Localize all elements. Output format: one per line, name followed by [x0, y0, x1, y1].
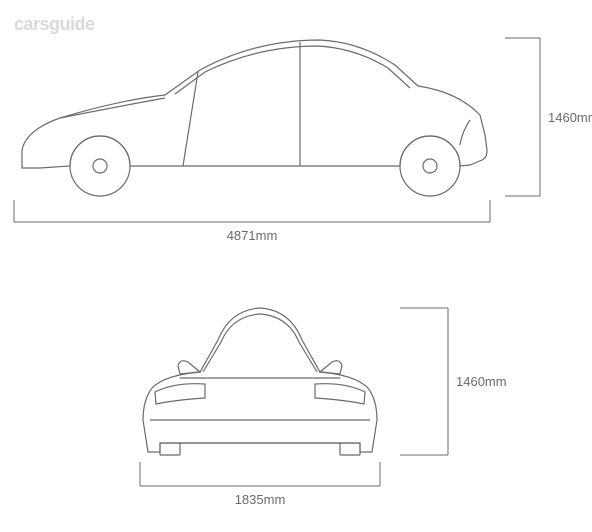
side-front-wheel-hub [93, 159, 107, 173]
side-length-dimension: 4871mm [14, 200, 490, 243]
side-view-car [22, 40, 487, 196]
front-width-dimension: 1835mm [140, 462, 380, 507]
side-height-dimension: 1460mm [505, 38, 592, 196]
front-mirror-right [320, 361, 342, 374]
side-rear-wheel [400, 136, 460, 196]
front-headlight-left [155, 384, 205, 404]
front-height-dimension: 1460mm [400, 308, 507, 455]
front-body-outline [143, 308, 377, 452]
side-body-outline [22, 40, 487, 168]
side-length-label: 4871mm [227, 228, 278, 243]
front-headlight-right [315, 384, 365, 404]
side-taillight [460, 120, 470, 145]
side-rear-wheel-hub [423, 159, 437, 173]
side-height-label: 1460mm [548, 110, 592, 125]
front-mirror-left [178, 361, 200, 374]
front-width-label: 1835mm [235, 492, 286, 507]
front-windshield [203, 314, 317, 372]
front-height-label: 1460mm [456, 374, 507, 389]
diagram-container: 1460mm 4871mm [0, 0, 592, 532]
side-front-wheel [70, 136, 130, 196]
dimension-diagram: 1460mm 4871mm [0, 0, 592, 532]
side-hood-line [60, 98, 165, 118]
front-view-car [143, 308, 377, 455]
